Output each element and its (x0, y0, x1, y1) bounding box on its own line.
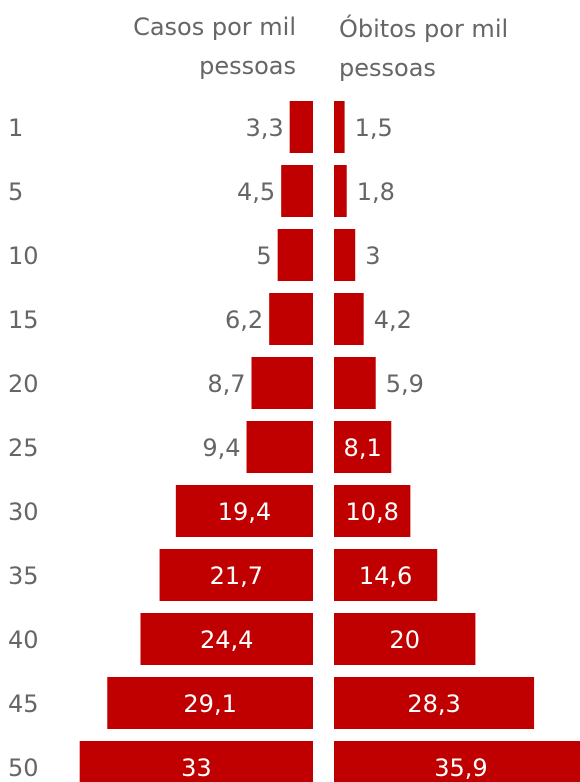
deaths-value-label: 3 (365, 242, 380, 270)
cases-value-label: 8,7 (207, 370, 245, 398)
category-label: 15 (8, 306, 39, 334)
right-header-line-1: Óbitos por mil (339, 13, 508, 43)
cases-value-label: 9,4 (202, 434, 240, 462)
cases-bar (107, 677, 313, 729)
deaths-value-label: 28,3 (407, 690, 460, 718)
deaths-value-label: 8,1 (344, 434, 382, 462)
category-label: 5 (8, 178, 23, 206)
cases-bar (269, 293, 313, 345)
category-label: 50 (8, 754, 39, 782)
deaths-bar (334, 485, 411, 537)
deaths-value-label: 10,8 (345, 498, 398, 526)
cases-bar (289, 101, 313, 153)
category-label: 45 (8, 690, 39, 718)
cases-value-label: 21,7 (210, 562, 263, 590)
deaths-value-label: 14,6 (359, 562, 412, 590)
cases-value-label: 4,5 (237, 178, 275, 206)
deaths-value-label: 35,9 (434, 754, 487, 782)
deaths-bar (334, 165, 347, 217)
category-label: 20 (8, 370, 39, 398)
left-header-line-2: pessoas (199, 52, 296, 80)
cases-bar (140, 613, 313, 665)
cases-series: 3,3 4,5 5 6,2 8,7 9,4 19,4 21,7 24,4 29,1 33 (79, 101, 313, 782)
deaths-bar (334, 741, 580, 782)
category-label: 40 (8, 626, 39, 654)
deaths-bar (334, 613, 476, 665)
cases-bar (277, 229, 313, 281)
cases-bar (79, 741, 313, 782)
category-label: 1 (8, 114, 23, 142)
deaths-bar (334, 549, 438, 601)
deaths-bar (334, 229, 356, 281)
deaths-value-label: 20 (389, 626, 420, 654)
deaths-bar (334, 677, 535, 729)
cases-bar (281, 165, 313, 217)
deaths-value-label: 1,8 (357, 178, 395, 206)
cases-bar (175, 485, 313, 537)
category-label: 35 (8, 562, 39, 590)
deaths-series: 1,5 1,8 3 4,2 5,9 8,1 10,8 14,6 20 28,3 35,9 (334, 101, 580, 782)
cases-bar (251, 357, 313, 409)
cases-value-label: 5 (256, 242, 271, 270)
deaths-bar (334, 421, 392, 473)
cases-value-label: 19,4 (218, 498, 271, 526)
cases-value-label: 33 (181, 754, 212, 782)
cases-value-label: 6,2 (225, 306, 263, 334)
left-header-line-1: Casos por mil (133, 13, 296, 41)
deaths-value-label: 4,2 (374, 306, 412, 334)
deaths-value-label: 5,9 (386, 370, 424, 398)
deaths-bar (334, 293, 364, 345)
deaths-value-label: 1,5 (355, 114, 393, 142)
cases-value-label: 24,4 (200, 626, 253, 654)
cases-bar (246, 421, 313, 473)
cases-value-label: 3,3 (245, 114, 283, 142)
column-headers: Casos por mil pessoas Óbitos por mil pes… (133, 13, 508, 82)
category-label: 30 (8, 498, 39, 526)
category-label: 25 (8, 434, 39, 462)
category-label: 10 (8, 242, 39, 270)
cases-bar (159, 549, 313, 601)
deaths-bar (334, 357, 376, 409)
cases-value-label: 29,1 (183, 690, 236, 718)
right-header-line-2: pessoas (339, 54, 436, 82)
deaths-bar (334, 101, 345, 153)
